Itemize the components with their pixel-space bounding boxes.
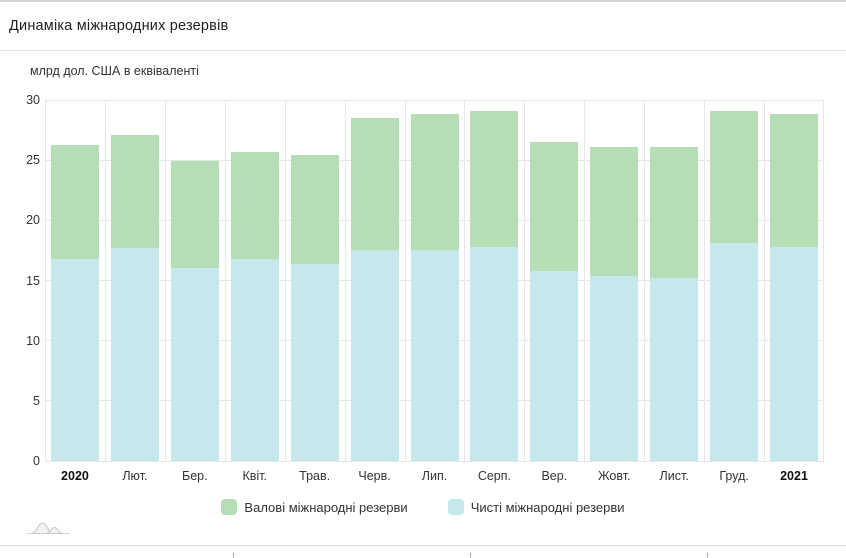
x-axis-label: Серп.: [477, 469, 511, 483]
gridline-vertical: [764, 100, 766, 461]
gridline-vertical: [524, 100, 526, 461]
net-bar-segment: [470, 246, 519, 461]
x-axis-label: 2020: [61, 469, 89, 483]
widget-header: Динаміка міжнародних резервів: [0, 2, 846, 51]
net-bar-segment: [290, 263, 339, 461]
net-bar-segment: [590, 275, 639, 461]
legend-item-net-reserves[interactable]: Чисті міжнародні резерви: [447, 499, 625, 515]
gridline-vertical: [464, 100, 466, 461]
bar-column[interactable]: [710, 110, 759, 461]
chart-title: Динаміка міжнародних резервів: [9, 18, 229, 34]
bar-column[interactable]: [170, 161, 219, 461]
gridline-vertical: [104, 100, 106, 461]
x-axis-label: 2021: [780, 469, 808, 483]
net-bar-segment: [770, 246, 819, 461]
net-bar-segment: [350, 250, 399, 461]
bar-column[interactable]: [350, 118, 399, 461]
gridline-vertical: [823, 100, 824, 461]
y-axis-unit-label: млрд дол. США в еквіваленті: [30, 64, 199, 78]
net-bar-segment: [230, 258, 279, 461]
net-bar-segment: [410, 250, 459, 461]
navigator-tick: [233, 553, 234, 558]
net-bar-segment: [710, 243, 759, 461]
gridline-vertical: [224, 100, 226, 461]
gridline-vertical: [704, 100, 706, 461]
net-bar-segment: [170, 268, 219, 461]
bar-column[interactable]: [290, 155, 339, 461]
bar-column[interactable]: [590, 146, 639, 461]
x-axis-label: Бер.: [182, 469, 208, 483]
y-axis-label: 30: [26, 93, 40, 107]
net-bar-segment: [530, 270, 579, 461]
gridline-horizontal: [45, 99, 824, 101]
bar-column[interactable]: [770, 114, 819, 461]
gridline-vertical: [584, 100, 586, 461]
x-axis-label: Лют.: [122, 469, 148, 483]
net-bar-segment: [110, 248, 159, 461]
navigator-tick: [707, 553, 708, 558]
y-axis: 0 5 10 15 20 25 30: [0, 93, 40, 468]
x-axis-label: Лист.: [659, 469, 689, 483]
gross-series-swatch-icon: [221, 499, 238, 515]
bar-column[interactable]: [650, 146, 699, 461]
gridline-vertical: [344, 100, 346, 461]
top-border-strip: [0, 0, 846, 2]
legend-label-net: Чисті міжнародні резерви: [470, 499, 625, 515]
gridline-vertical: [284, 100, 286, 461]
navigator-tick: [470, 553, 471, 558]
x-axis-label: Квіт.: [242, 469, 267, 483]
bar-column[interactable]: [530, 142, 579, 461]
y-axis-label: 5: [33, 393, 40, 408]
legend-item-gross-reserves[interactable]: Валові міжнародні резерви: [221, 499, 408, 515]
bar-column[interactable]: [470, 110, 519, 461]
x-axis-label: Жовт.: [597, 469, 631, 483]
bar-column[interactable]: [110, 134, 159, 461]
y-axis-label: 25: [26, 153, 40, 168]
x-axis-label: Трав.: [299, 469, 331, 483]
legend-label-gross: Валові міжнародні резерви: [244, 499, 408, 515]
x-axis-label: Лип.: [421, 469, 448, 483]
gridline-horizontal: [45, 460, 824, 462]
gridline-vertical: [45, 100, 46, 461]
gridline-vertical: [164, 100, 166, 461]
legend: Валові міжнародні резерви Чисті міжнарод…: [0, 499, 846, 515]
net-bar-segment: [650, 278, 699, 461]
navigator-divider: [0, 545, 846, 546]
x-axis-label: Вер.: [541, 469, 568, 483]
x-axis: 2020 Лют. Бер. Квіт. Трав. Черв. Лип. Серп. Вер.…: [45, 467, 824, 487]
bar-column[interactable]: [410, 114, 459, 461]
plot-area: [45, 99, 824, 462]
y-axis-label: 20: [26, 213, 40, 228]
y-axis-label: 15: [26, 273, 40, 288]
net-series-swatch-icon: [447, 499, 464, 515]
bar-column[interactable]: [230, 151, 279, 461]
y-axis-label: 10: [26, 333, 40, 348]
x-axis-label: Груд.: [719, 469, 749, 483]
bar-column[interactable]: [50, 144, 99, 461]
net-bar-segment: [50, 258, 99, 461]
x-axis-label: Черв.: [358, 469, 391, 483]
y-axis-label: 0: [33, 454, 40, 468]
gridline-vertical: [404, 100, 406, 461]
area-sparkline-icon: [26, 522, 70, 534]
gridline-vertical: [644, 100, 646, 461]
